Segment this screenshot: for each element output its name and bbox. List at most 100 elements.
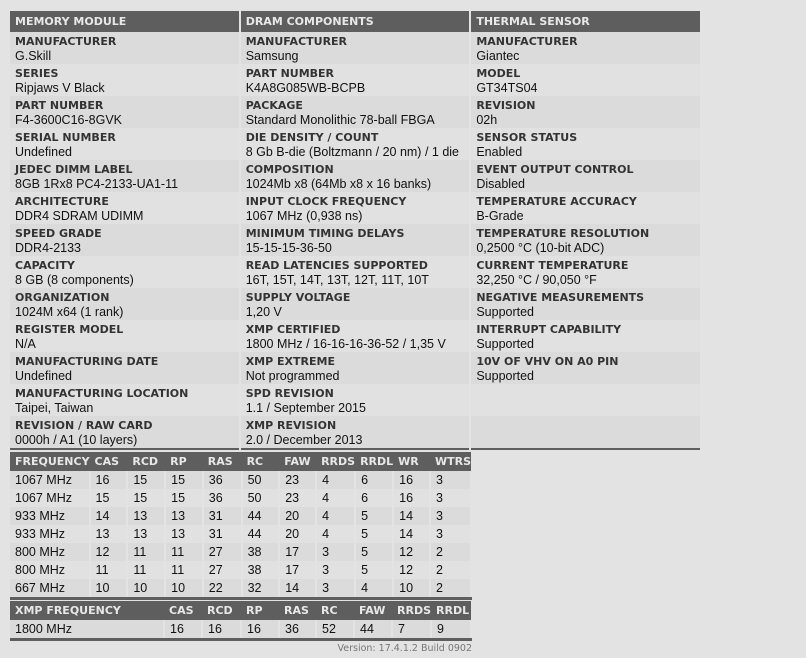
table-cell: 15 bbox=[89, 489, 129, 507]
spd-cell: 10V OF VHV ON A0 PIN Supported bbox=[471, 352, 700, 384]
spd-cell: SENSOR STATUS Enabled bbox=[471, 128, 700, 160]
column-header: WTRS bbox=[429, 452, 471, 471]
section-header: DRAM COMPONENTS bbox=[240, 11, 470, 32]
field-value: Enabled bbox=[476, 145, 523, 159]
spd-cell: MANUFACTURING DATE Undefined bbox=[10, 352, 239, 384]
spd-cell: PACKAGE Standard Monolithic 78-ball FBGA bbox=[240, 96, 470, 128]
spd-cell bbox=[471, 416, 700, 450]
field-value: 1,20 V bbox=[245, 305, 282, 319]
table-cell: 27 bbox=[202, 543, 243, 561]
field-label: INTERRUPT CAPABILITY bbox=[476, 323, 622, 336]
field-label: PART NUMBER bbox=[245, 67, 335, 80]
table-cell: 23 bbox=[279, 489, 318, 507]
field-label: 10V OF VHV ON A0 PIN bbox=[476, 355, 619, 368]
column-header: RP bbox=[165, 452, 203, 471]
field-label: CAPACITY bbox=[15, 259, 75, 272]
table-cell: 1800 MHz bbox=[10, 620, 165, 641]
table-cell: 16 bbox=[393, 489, 431, 507]
table-cell: 14 bbox=[279, 579, 318, 600]
column-header: RAS bbox=[279, 601, 316, 620]
field-value: 0,2500 °C (10-bit ADC) bbox=[476, 241, 605, 255]
section-header: MEMORY MODULE bbox=[10, 11, 239, 32]
column-header: RRDS bbox=[316, 452, 356, 471]
field-label: SENSOR STATUS bbox=[476, 131, 578, 144]
table-cell: 14 bbox=[89, 507, 129, 525]
column-header: RCD bbox=[127, 452, 166, 471]
table-cell: 4 bbox=[316, 471, 357, 489]
table-cell: 14 bbox=[393, 525, 431, 543]
column-header: FREQUENCY bbox=[10, 452, 90, 471]
table-cell: 38 bbox=[241, 561, 281, 579]
spd-cell: INPUT CLOCK FREQUENCY 1067 MHz (0,938 ns) bbox=[240, 192, 470, 224]
table-cell: 3 bbox=[429, 525, 473, 543]
spd-cell: TEMPERATURE ACCURACY B-Grade bbox=[471, 192, 700, 224]
spd-cell: DIE DENSITY / COUNT 8 Gb B-die (Boltzmann… bbox=[240, 128, 470, 160]
table-cell: 4 bbox=[316, 507, 357, 525]
column-header: RP bbox=[241, 601, 279, 620]
table-cell: 12 bbox=[393, 561, 431, 579]
field-label: REGISTER MODEL bbox=[15, 323, 124, 336]
spd-cell: MANUFACTURING LOCATION Taipei, Taiwan bbox=[10, 384, 239, 416]
table-row: 667 MHz 10 10 10 22 32 14 3 4 10 2 bbox=[10, 579, 473, 600]
table-cell: 1067 MHz bbox=[10, 489, 91, 507]
field-value: 2.0 / December 2013 bbox=[245, 433, 363, 447]
table-cell: 10 bbox=[393, 579, 431, 600]
spd-cell: JEDEC DIMM LABEL 8GB 1Rx8 PC4-2133-UA1-11 bbox=[10, 160, 239, 192]
field-label: MODEL bbox=[476, 67, 521, 80]
spd-cell: SPEED GRADE DDR4-2133 bbox=[10, 224, 239, 256]
spd-cell: NEGATIVE MEASUREMENTS Supported bbox=[471, 288, 700, 320]
spd-info-table: MEMORY MODULE DRAM COMPONENTS THERMAL SENS… bbox=[8, 11, 702, 450]
spd-cell: REVISION / RAW CARD 0000h / A1 (10 layers… bbox=[10, 416, 239, 450]
table-cell: 13 bbox=[89, 525, 129, 543]
field-label: PACKAGE bbox=[245, 99, 303, 112]
table-cell: 31 bbox=[202, 507, 243, 525]
column-header: RRDL bbox=[431, 601, 471, 620]
spd-cell: MANUFACTURER Giantec bbox=[471, 32, 700, 64]
table-cell: 15 bbox=[127, 471, 167, 489]
field-label: SERIES bbox=[15, 67, 59, 80]
section-header: THERMAL SENSOR bbox=[471, 11, 700, 32]
table-cell: 52 bbox=[316, 620, 355, 641]
field-label: MANUFACTURER bbox=[245, 35, 348, 48]
spd-cell: PART NUMBER F4-3600C16-8GVK bbox=[10, 96, 239, 128]
field-label: ARCHITECTURE bbox=[15, 195, 109, 208]
field-value: Supported bbox=[476, 305, 535, 319]
table-cell: 17 bbox=[279, 561, 318, 579]
field-value: 1800 MHz / 16-16-16-36-52 / 1,35 V bbox=[245, 337, 446, 351]
column-header: RC bbox=[316, 601, 354, 620]
table-cell: 3 bbox=[429, 507, 473, 525]
table-cell: 14 bbox=[393, 507, 431, 525]
table-cell: 11 bbox=[127, 543, 167, 561]
column-header: RRDL bbox=[355, 452, 394, 471]
table-cell: 667 MHz bbox=[10, 579, 91, 600]
field-label: XMP EXTREME bbox=[245, 355, 335, 368]
field-label: EVENT OUTPUT CONTROL bbox=[476, 163, 634, 176]
table-cell: 36 bbox=[202, 489, 243, 507]
table-cell: 800 MHz bbox=[10, 561, 91, 579]
field-label: NEGATIVE MEASUREMENTS bbox=[476, 291, 645, 304]
table-cell: 3 bbox=[429, 489, 473, 507]
spd-cell: EVENT OUTPUT CONTROL Disabled bbox=[471, 160, 700, 192]
spd-row: ORGANIZATION 1024M x64 (1 rank) SUPPLY VOL… bbox=[10, 288, 700, 320]
spd-cell: XMP EXTREME Not programmed bbox=[240, 352, 470, 384]
field-value: 1024M x64 (1 rank) bbox=[15, 305, 124, 319]
table-cell: 11 bbox=[165, 561, 204, 579]
spd-cell: REVISION 02h bbox=[471, 96, 700, 128]
column-header: XMP FREQUENCY bbox=[10, 601, 164, 620]
table-cell: 16 bbox=[241, 620, 280, 641]
table-cell: 933 MHz bbox=[10, 525, 91, 543]
field-value: Disabled bbox=[476, 177, 525, 191]
field-label: XMP CERTIFIED bbox=[245, 323, 341, 336]
field-value: DDR4 SDRAM UDIMM bbox=[15, 209, 144, 223]
table-cell: 6 bbox=[355, 489, 395, 507]
field-value: Taipei, Taiwan bbox=[15, 401, 94, 415]
field-value: B-Grade bbox=[476, 209, 524, 223]
spd-cell: PART NUMBER K4A8G085WB-BCPB bbox=[240, 64, 470, 96]
field-label: MANUFACTURER bbox=[15, 35, 117, 48]
field-label: ORGANIZATION bbox=[15, 291, 110, 304]
table-cell: 23 bbox=[279, 471, 318, 489]
spd-row: SERIAL NUMBER Undefined DIE DENSITY / COUN… bbox=[10, 128, 700, 160]
spd-row: SPEED GRADE DDR4-2133 MINIMUM TIMING DELAY… bbox=[10, 224, 700, 256]
table-cell: 3 bbox=[429, 471, 473, 489]
spd-row: ARCHITECTURE DDR4 SDRAM UDIMM INPUT CLOCK … bbox=[10, 192, 700, 224]
